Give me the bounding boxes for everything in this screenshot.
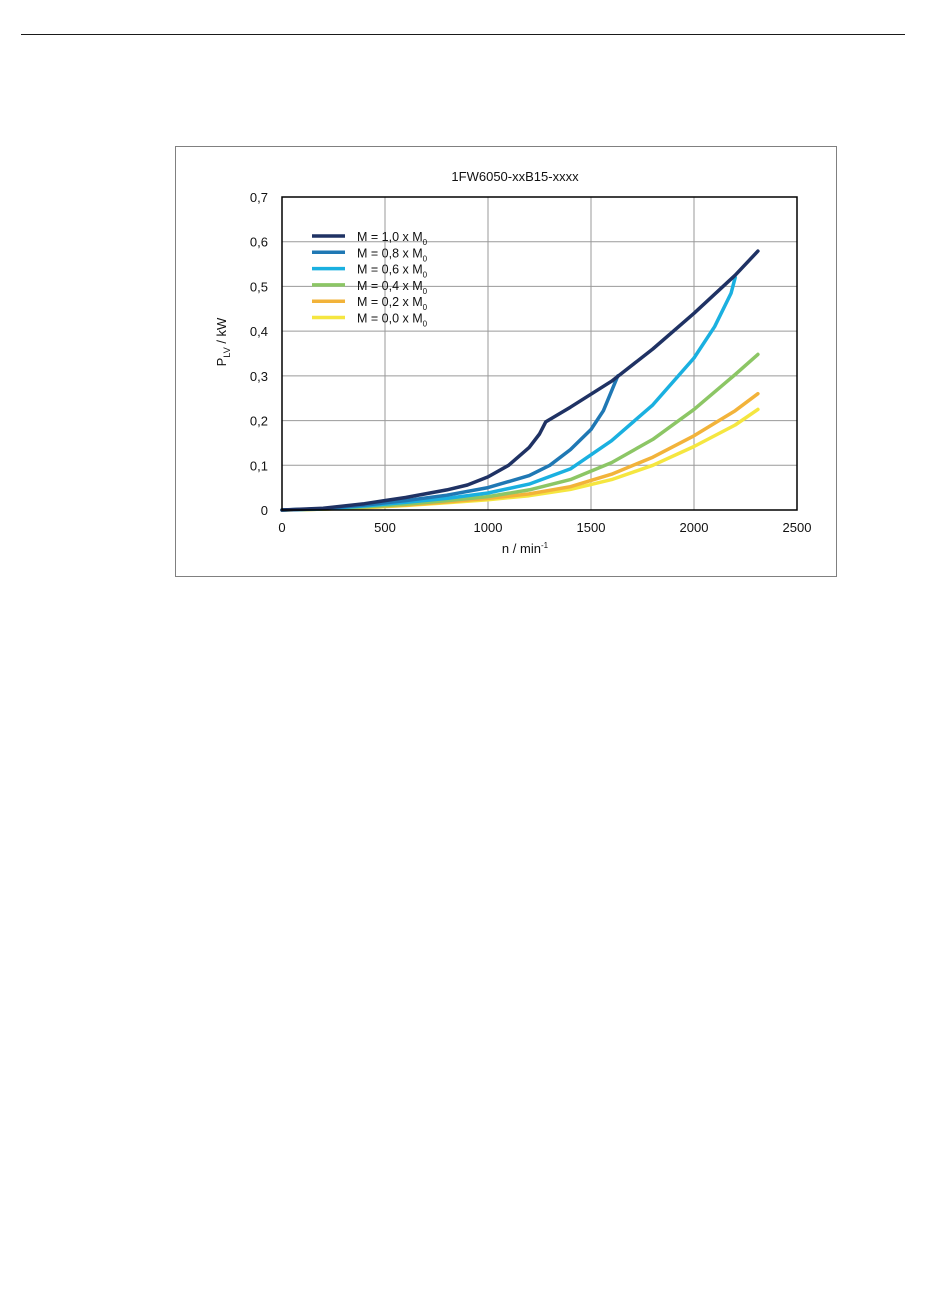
legend-label: M = 0,2 x M0 [357,295,428,312]
y-tick-label: 0,2 [250,414,268,429]
y-tick-label: 0,4 [250,324,268,339]
legend-label: M = 0,8 x M0 [357,246,428,263]
legend-label: M = 0,0 x M0 [357,312,428,329]
chart: 1FW6050-xxB15-xxxx 0 500 1000 1500 2000 2500 … [214,169,811,556]
y-tick-label: 0,5 [250,279,268,294]
plot-area [282,197,797,510]
legend-label: M = 1,0 x M0 [357,230,428,247]
chart-title: 1FW6050-xxB15-xxxx [451,169,579,184]
x-tick-label: 0 [278,520,285,535]
y-tick-label: 0 [261,503,268,518]
x-tick-label: 1500 [577,520,606,535]
y-axis-label: PLV / kW [214,317,232,366]
y-tick-label: 0,1 [250,458,268,473]
y-tick-labels: 0 0,1 0,2 0,3 0,4 0,5 0,6 0,7 [250,190,268,518]
series-lines [280,249,760,512]
legend: M = 1,0 x M0M = 0,8 x M0M = 0,6 x M0M = … [312,230,428,329]
legend-label: M = 0,6 x M0 [357,263,428,280]
page-top-rule [21,34,905,35]
legend-label: M = 0,4 x M0 [357,279,428,296]
x-tick-labels: 0 500 1000 1500 2000 2500 [278,520,811,535]
x-tick-label: 2500 [783,520,812,535]
x-axis-label: n / min-1 [502,541,549,556]
y-tick-label: 0,6 [250,235,268,250]
x-tick-label: 500 [374,520,396,535]
x-tick-label: 1000 [474,520,503,535]
y-tick-label: 0,3 [250,369,268,384]
x-tick-label: 2000 [680,520,709,535]
plot-border [281,196,798,511]
y-tick-label: 0,7 [250,190,268,205]
series-line [280,249,760,512]
